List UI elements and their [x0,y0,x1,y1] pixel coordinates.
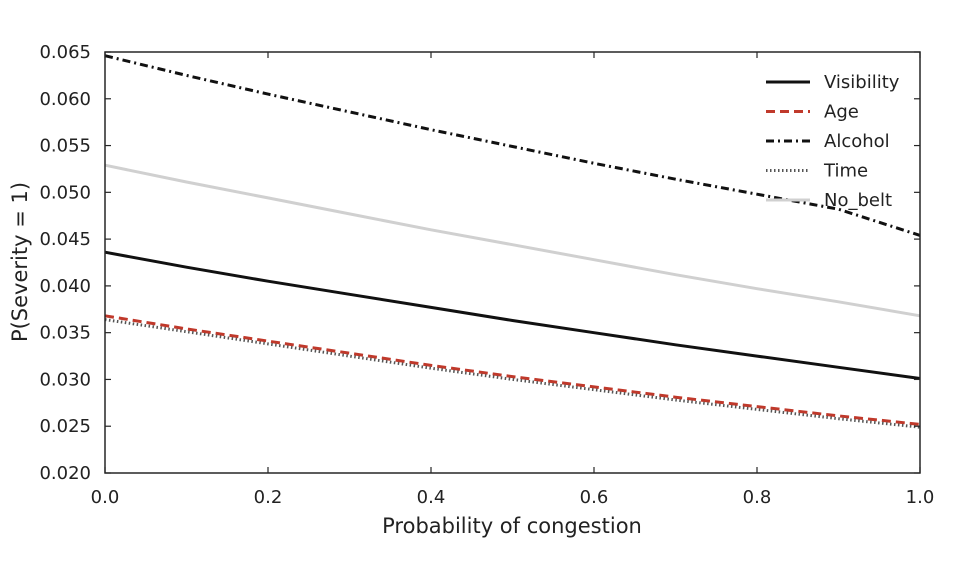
legend-label: Time [823,161,868,182]
x-tick-label: 0.2 [254,487,283,508]
legend-item-time: Time [766,161,868,182]
legend-label: Age [824,102,859,123]
series-layer [104,54,921,429]
tick-labels-layer: 0.0 0.2 0.4 0.6 0.8 1.0 0.020 0.025 0.030 0.035 0.… [39,42,934,508]
x-axis-label: Probability of congestion [382,514,642,538]
y-axis-label: P(Severity = 1) [8,182,32,342]
plot-area [105,52,920,473]
series-line-age [104,314,921,426]
series-line-alcohol [104,54,921,237]
y-tick-label: 0.020 [39,463,91,484]
legend: Visibility Age Alcohol Time No_belt [766,72,900,211]
y-tick-label: 0.050 [39,182,91,203]
x-tick-label: 0.0 [91,487,120,508]
series-line-no-belt [104,163,921,318]
legend-label: Visibility [824,72,900,93]
legend-item-age: Age [766,102,859,123]
y-tick-label: 0.040 [39,276,91,297]
y-tick-label: 0.060 [39,89,91,110]
legend-label: No_belt [824,190,892,211]
y-tick-label: 0.055 [39,136,91,157]
series-line-visibility [104,250,921,380]
legend-item-visibility: Visibility [766,72,900,93]
y-tick-label: 0.065 [39,42,91,63]
x-tick-label: 1.0 [906,487,935,508]
y-tick-label: 0.045 [39,229,91,250]
plot-frame [104,51,921,474]
legend-item-alcohol: Alcohol [766,131,890,152]
y-tick-label: 0.030 [39,369,91,390]
series-line-time [104,318,921,429]
x-tick-label: 0.4 [417,487,446,508]
legend-item-no-belt: No_belt [766,190,892,211]
x-tick-label: 0.6 [580,487,609,508]
x-tick-label: 0.8 [743,487,772,508]
legend-label: Alcohol [824,131,890,152]
y-tick-label: 0.025 [39,416,91,437]
y-tick-label: 0.035 [39,323,91,344]
